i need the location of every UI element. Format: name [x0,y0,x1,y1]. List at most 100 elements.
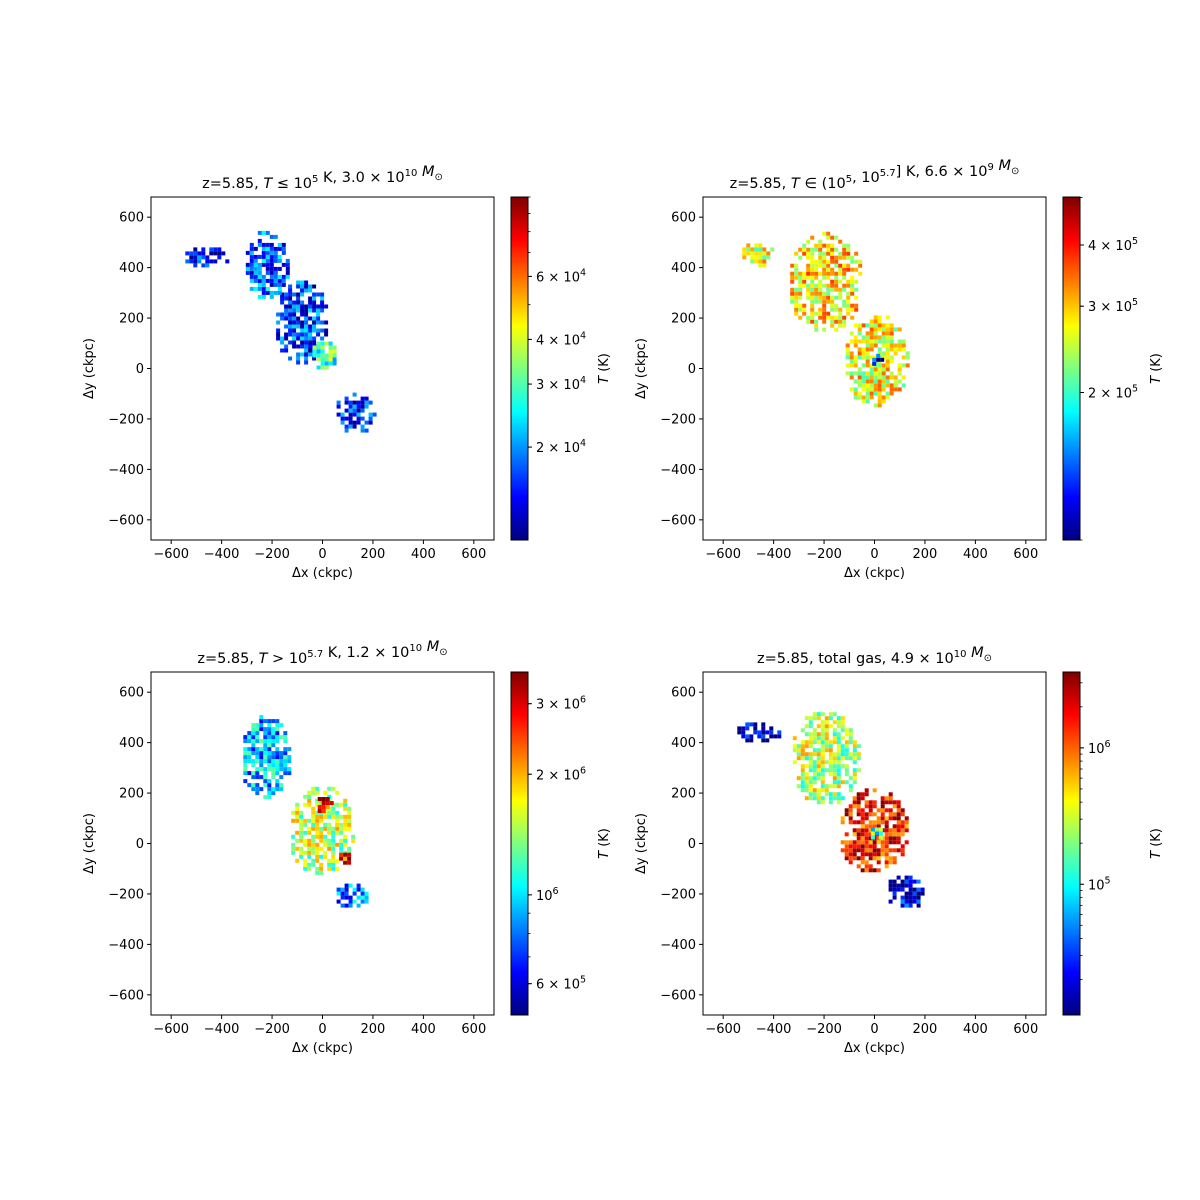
colorbar-label: T (K) [1149,353,1164,384]
x-tick-label: 200 [913,1022,938,1037]
colorbar-tick-label: 106 [536,886,559,904]
x-axis-label: Δx (ckpc) [292,566,353,581]
colorbar-tick-label: 2 × 106 [536,765,586,783]
y-tick-label: 200 [671,312,696,327]
x-tick-label: 200 [361,547,386,562]
gas-component [336,883,369,908]
colorbar-tick-label: 3 × 104 [536,375,586,393]
x-tick-label: 600 [461,1022,486,1037]
panel-1: −600 −400 −200 0 200 400 600 −600 −400 −200 0 200 40… [82,164,612,581]
x-tick-label: 400 [963,547,988,562]
y-tick-label: −200 [108,412,144,427]
y-tick-label: 400 [119,261,144,276]
y-tick-label: 200 [119,312,144,327]
x-tick-label: 400 [411,1022,436,1037]
x-tick-label: 600 [1013,547,1038,562]
x-tick-label: −200 [254,1022,290,1037]
x-axis-label: Δx (ckpc) [844,566,905,581]
panel-title: z=5.85, total gas, 4.9 × 1010 M⊙ [757,645,992,667]
gas-component [339,852,352,865]
colorbar-tick-label: 2 × 104 [536,438,586,456]
y-axis-label: Δy (ckpc) [82,813,97,874]
gas-component [245,230,290,299]
gas-map [185,230,377,433]
x-axis-label: Δx (ckpc) [844,1041,905,1056]
y-tick-label: 600 [671,686,696,701]
y-tick-label: 600 [119,686,144,701]
x-tick-label: −600 [153,1022,189,1037]
y-tick-label: −200 [108,887,144,902]
y-tick-label: −400 [660,938,696,953]
x-tick-label: −400 [756,547,792,562]
panel-title: z=5.85, T > 105.7 K, 1.2 × 1010 M⊙ [197,639,447,667]
gas-component [840,788,909,873]
gas-component [870,827,883,840]
y-tick-label: −600 [660,988,696,1003]
x-tick-label: 0 [870,1022,878,1037]
colorbar-tick-label: 4 × 104 [536,330,586,348]
colorbar: 6 × 105 106 2 × 106 3 × 106 T (K) [510,671,612,1016]
gas-component [336,392,377,433]
colorbar-tick-label: 3 × 105 [1088,297,1138,315]
x-tick-label: −200 [254,547,290,562]
gas-component [872,353,885,366]
x-tick-label: −600 [153,547,189,562]
x-tick-label: −600 [705,547,741,562]
colorbar: 105 106 T (K) [1062,671,1164,1016]
x-tick-label: −400 [204,547,240,562]
x-tick-label: −200 [806,547,842,562]
x-tick-label: −600 [705,1022,741,1037]
y-tick-label: 400 [671,736,696,751]
gas-component [276,280,329,365]
panel-3: −600 −400 −200 0 200 400 600 −600 −400 −200 0 200 40… [82,639,612,1056]
colorbar-tick-label: 6 × 105 [536,975,586,993]
y-tick-label: 0 [688,837,696,852]
y-tick-label: 400 [119,736,144,751]
x-tick-label: 0 [318,1022,326,1037]
colorbar-tick-label: 3 × 106 [536,695,586,713]
colorbar-bar [1062,671,1081,1016]
x-tick-label: 400 [411,547,436,562]
x-tick-label: 0 [870,547,878,562]
gas-component [845,315,910,408]
y-tick-label: −400 [660,463,696,478]
gas-component [243,715,292,800]
y-axis-label: Δy (ckpc) [634,813,649,874]
colorbar-tick-label: 106 [1088,739,1111,757]
x-axis-label: Δx (ckpc) [292,1041,353,1056]
y-tick-label: −200 [660,887,696,902]
y-tick-label: −600 [108,513,144,528]
y-tick-label: 0 [136,837,144,852]
gas-component [291,786,356,875]
colorbar: 2 × 105 3 × 105 4 × 105 T (K) [1062,196,1164,541]
colorbar-label: T (K) [1149,828,1164,859]
x-tick-label: −200 [806,1022,842,1037]
gas-component [312,341,337,370]
colorbar-bar [1062,196,1081,541]
colorbar-tick-label: 4 × 105 [1088,236,1138,254]
gas-component [185,247,230,268]
panel-title: z=5.85, T ≤ 105 K, 3.0 × 1010 M⊙ [202,164,443,192]
gas-component [888,875,925,908]
gas-component [742,243,775,268]
y-tick-label: −600 [108,988,144,1003]
gas-component [737,722,782,743]
colorbar: 2 × 104 3 × 104 4 × 104 6 × 104 T (K) [510,196,612,541]
gas-map [737,712,925,908]
x-tick-label: −400 [756,1022,792,1037]
colorbar-tick-label: 105 [1088,875,1111,893]
x-tick-label: 600 [1013,1022,1038,1037]
colorbar-label: T (K) [597,828,612,859]
y-tick-label: 400 [671,261,696,276]
colorbar-label: T (K) [597,353,612,384]
gas-component [790,231,863,332]
y-tick-label: 200 [119,787,144,802]
y-tick-label: −200 [660,412,696,427]
gas-map [742,231,910,408]
colorbar-bar [510,196,529,541]
gas-component [317,797,334,813]
panel-title: z=5.85, T ∈ (105, 105.7] K, 6.6 × 109 M⊙ [730,158,1020,192]
axes-frame [150,671,495,1016]
gas-map [243,715,369,908]
